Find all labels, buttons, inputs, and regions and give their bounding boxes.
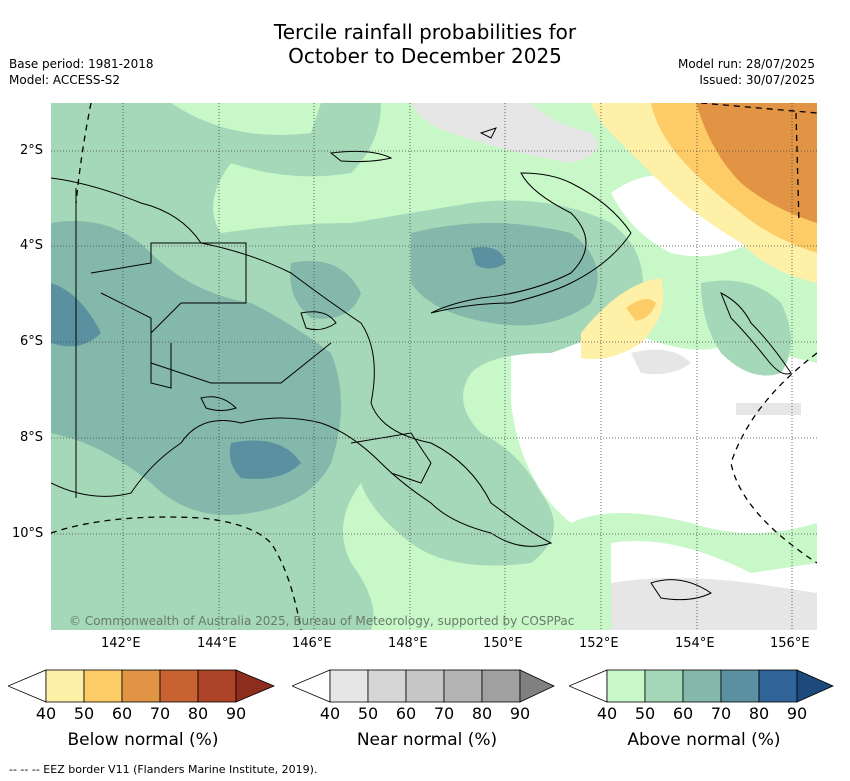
eez-footnote: -- -- -- EEZ border V11 (Flanders Marine… <box>9 763 318 776</box>
lon-label: 150°E <box>483 636 523 651</box>
tick: 90 <box>225 704 247 723</box>
tick: 50 <box>73 704 95 723</box>
lon-label: 142°E <box>101 636 141 651</box>
lat-label: 10°S <box>12 526 44 541</box>
lon-label: 154°E <box>675 636 715 651</box>
lon-label: 152°E <box>579 636 619 651</box>
no-signal-area <box>511 323 817 533</box>
colorbar-above-normal: 40 50 60 70 80 90 Above normal (%) <box>567 668 839 758</box>
tick: 50 <box>634 704 656 723</box>
tick: 80 <box>187 704 209 723</box>
copyright-credit: © Commonwealth of Australia 2025, Bureau… <box>69 614 575 628</box>
eez-borders <box>51 103 817 630</box>
near-normal-40-mid <box>631 349 691 375</box>
colorbar-below-normal: 40 50 60 70 80 90 Below normal (%) <box>6 668 278 758</box>
meta-left: Base period: 1981-2018 Model: ACCESS-S2 <box>9 56 154 88</box>
tick: 40 <box>35 704 57 723</box>
above-normal-60-north <box>411 223 598 326</box>
lat-label: 8°S <box>20 430 44 445</box>
tick: 60 <box>111 704 133 723</box>
colorbar-below-svg <box>6 669 276 703</box>
above-normal-70-south <box>229 440 301 479</box>
tick: 40 <box>319 704 341 723</box>
map-svg <box>51 103 817 630</box>
tick: 90 <box>786 704 808 723</box>
lat-label: 2°S <box>20 143 44 158</box>
coastlines <box>51 127 792 601</box>
map-panel <box>51 103 817 630</box>
map-title: Tercile rainfall probabilities for Octob… <box>0 20 850 68</box>
below-normal-50-mid <box>626 299 656 321</box>
model-run: Model run: 28/07/2025 <box>677 57 815 71</box>
colorbar-label: Below normal (%) <box>67 730 219 750</box>
above-normal-70-north <box>471 247 506 269</box>
country-borders <box>75 188 432 498</box>
colorbar-near-svg <box>290 669 555 703</box>
colorbar-near-normal: 40 50 60 70 80 90 Near normal (%) <box>290 668 562 758</box>
tick: 80 <box>748 704 770 723</box>
lat-label: 6°S <box>20 334 44 349</box>
colorbar-ticks: 40 50 60 70 80 90 <box>569 704 839 724</box>
near-normal-40-south <box>611 578 817 630</box>
base-period: Base period: 1981-2018 <box>9 57 154 71</box>
model-name: Model: ACCESS-S2 <box>9 73 121 87</box>
tick: 60 <box>672 704 694 723</box>
lon-label: 146°E <box>292 636 332 651</box>
lon-label: 144°E <box>197 636 237 651</box>
near-normal-40-north <box>411 103 598 163</box>
tick: 90 <box>509 704 531 723</box>
title-line-2: October to December 2025 <box>288 44 562 68</box>
near-normal-40-east <box>736 403 801 415</box>
above-normal-60-mid <box>290 261 361 319</box>
colorbar-label: Near normal (%) <box>356 730 498 750</box>
lon-label: 148°E <box>388 636 428 651</box>
colorbar-ticks: 40 50 60 70 80 90 <box>292 704 562 724</box>
tick: 80 <box>471 704 493 723</box>
below-normal-40-mid <box>581 278 664 359</box>
no-signal-area-2 <box>611 175 751 257</box>
colorbar-ticks: 40 50 60 70 80 90 <box>8 704 278 724</box>
colorbar-above-svg <box>567 669 834 703</box>
issued-date: Issued: 30/07/2025 <box>699 73 815 87</box>
above-normal-50-east <box>701 280 791 376</box>
colorbar-label: Above normal (%) <box>627 730 781 750</box>
tick: 50 <box>357 704 379 723</box>
lat-label: 4°S <box>20 238 44 253</box>
below-normal-60-ne <box>696 103 817 223</box>
gridlines <box>51 103 817 630</box>
tick: 70 <box>149 704 171 723</box>
tick: 70 <box>710 704 732 723</box>
tick: 70 <box>433 704 455 723</box>
title-line-1: Tercile rainfall probabilities for <box>273 20 577 44</box>
meta-right: Model run: 28/07/2025 Issued: 30/07/2025 <box>678 56 815 88</box>
tick: 60 <box>395 704 417 723</box>
above-normal-60-field <box>51 221 341 515</box>
tick: 40 <box>596 704 618 723</box>
lon-label: 156°E <box>770 636 810 651</box>
